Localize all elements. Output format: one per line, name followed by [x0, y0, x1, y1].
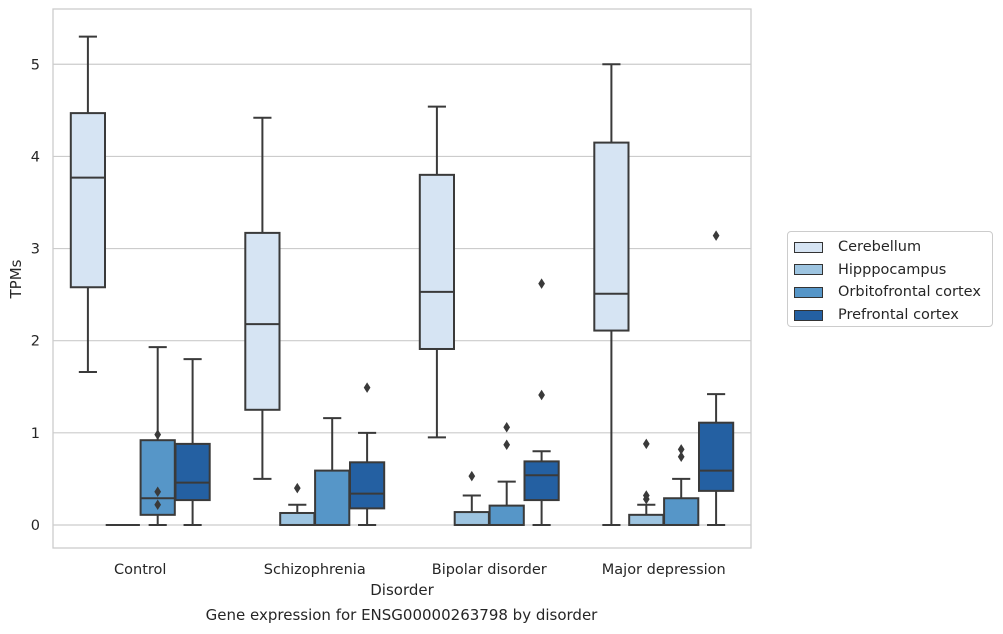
box-rect	[348, 461, 386, 510]
box-layer	[69, 35, 735, 526]
box-2-2	[488, 422, 525, 526]
figure-caption: Gene expression for ENSG00000263798 by d…	[205, 606, 598, 624]
x-tick-label-1: Schizophrenia	[264, 562, 366, 578]
x-tick-label-3: Major depression	[602, 562, 726, 578]
box-rect	[488, 504, 525, 526]
box-rect	[174, 442, 211, 502]
box-0-0	[69, 35, 107, 374]
box-0-1	[244, 116, 281, 480]
outlier-point	[503, 439, 511, 451]
y-tick-label-1: 1	[31, 426, 40, 442]
box-rect	[279, 511, 316, 526]
outlier-point	[538, 278, 545, 289]
box-3-2	[523, 278, 560, 526]
box-rect	[593, 141, 630, 332]
x-axis-title: Disorder	[370, 581, 434, 599]
legend-swatch-prefrontal-cortex	[794, 309, 823, 321]
box-rect	[697, 421, 735, 492]
y-tick-label-2: 2	[31, 334, 40, 350]
legend-label-prefrontal-cortex: Prefrontal cortex	[838, 307, 959, 324]
box-2-3	[663, 444, 700, 526]
legend-label-orbitofrontal-cortex: Orbitofrontal cortex	[838, 284, 981, 301]
box-rect	[663, 497, 700, 526]
outlier-point	[154, 429, 162, 440]
outlier-point	[642, 438, 650, 450]
x-tick-label-0: Control	[114, 562, 166, 578]
box-rect	[523, 460, 560, 502]
box-rect	[628, 513, 665, 526]
box-rect	[418, 173, 456, 350]
outlier-point	[503, 422, 511, 433]
outlier-point	[154, 499, 162, 510]
legend-swatch-orbitofrontal-cortex	[794, 286, 823, 298]
outlier-point	[363, 382, 371, 393]
legend: Cerebellum Hipppocampus Orbitofrontal co…	[787, 231, 993, 327]
legend-item-cerebellum: Cerebellum	[792, 236, 992, 259]
plot-frame	[52, 8, 752, 549]
outlier-point	[538, 389, 545, 401]
box-1-1	[279, 482, 316, 526]
legend-swatch-hippocampus	[794, 264, 823, 276]
y-tick-label-4: 4	[31, 149, 40, 165]
outlier-point	[677, 451, 685, 463]
tick-labels: 0 1 2 3 4 5 Control Schizophrenia Bipolar disord…	[31, 57, 726, 578]
box-1-2	[453, 470, 490, 526]
box-rect	[244, 231, 281, 411]
box-rect	[69, 112, 107, 289]
legend-label-cerebellum: Cerebellum	[838, 239, 922, 256]
box-3-3	[697, 230, 735, 526]
box-0-3	[593, 63, 630, 526]
box-2-1	[314, 417, 351, 526]
legend-item-prefrontal-cortex: Prefrontal cortex	[792, 304, 992, 327]
outlier-point	[468, 470, 476, 482]
legend-label-hippocampus: Hipppocampus	[838, 261, 947, 278]
outlier-point	[154, 486, 162, 498]
box-0-2	[418, 105, 456, 439]
legend-swatch-cerebellum	[794, 241, 823, 253]
outlier-point	[642, 490, 650, 501]
outlier-point	[677, 444, 685, 455]
x-tick-label-2: Bipolar disorder	[432, 562, 547, 578]
box-2-0	[139, 346, 176, 526]
outlier-point	[293, 482, 301, 494]
y-axis-title: TPMs	[7, 259, 25, 299]
box-3-0	[174, 358, 211, 526]
legend-item-orbitofrontal-cortex: Orbitofrontal cortex	[792, 281, 992, 304]
box-rect	[314, 469, 351, 526]
box-1-3	[628, 438, 665, 526]
outlier-point	[712, 230, 720, 241]
y-tick-label-5: 5	[31, 57, 40, 73]
box-3-1	[348, 382, 386, 526]
y-tick-label-3: 3	[31, 242, 40, 258]
y-tick-label-0: 0	[31, 518, 40, 534]
legend-item-hippocampus: Hipppocampus	[792, 259, 992, 282]
box-rect	[453, 511, 490, 526]
